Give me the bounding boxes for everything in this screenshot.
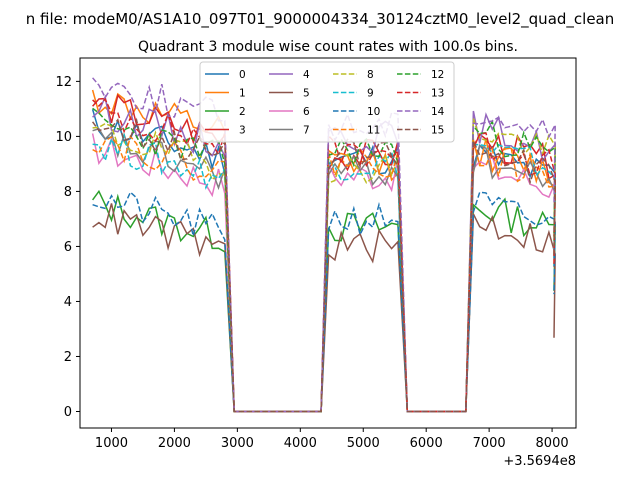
legend-label: 8 (367, 69, 374, 81)
y-tick-label: 4 (64, 295, 72, 310)
legend-label: 4 (303, 69, 310, 81)
legend-frame (199, 61, 455, 143)
chart-title: Quadrant 3 module wise count rates with … (138, 39, 518, 55)
x-tick-label: 1000 (95, 436, 128, 451)
y-tick-label: 10 (55, 130, 72, 145)
x-tick-label: 4000 (284, 436, 317, 451)
x-offset-label: +3.5694e8 (503, 454, 576, 469)
legend-label: 12 (431, 69, 444, 81)
x-tick-label: 8000 (536, 436, 569, 451)
legend-label: 0 (239, 69, 246, 81)
y-tick-label: 6 (64, 240, 72, 255)
legend-label: 9 (367, 88, 374, 100)
legend-label: 11 (367, 125, 380, 137)
ticks-layer: 1000 2000 3000 4000 5000 6000 7000 8000 0 2 4 6 8 10 1… (55, 75, 568, 451)
legend-label: 3 (239, 125, 246, 137)
legend-label: 2 (239, 106, 246, 118)
series-line-10 (92, 191, 556, 413)
y-tick-label: 0 (64, 405, 72, 420)
x-tick-label: 2000 (158, 436, 191, 451)
series-line-7 (92, 127, 556, 413)
x-tick-label: 7000 (473, 436, 506, 451)
x-tick-label: 6000 (410, 436, 443, 451)
axes-frame (79, 57, 577, 429)
x-tick-label: 3000 (221, 436, 254, 451)
y-tick-label: 2 (64, 350, 72, 365)
legend-label: 13 (431, 88, 444, 100)
y-tick-label: 8 (64, 185, 72, 200)
series-line-11 (92, 134, 556, 413)
legend-label: 10 (367, 106, 380, 118)
legend-label: 1 (239, 88, 246, 100)
series-line-2 (91, 189, 556, 413)
legend-label: 7 (303, 125, 310, 137)
y-tick-label: 12 (55, 75, 72, 90)
series-line-15 (91, 117, 556, 413)
series-line-6 (91, 133, 556, 413)
legend-label: 5 (303, 88, 310, 100)
series-line-12 (92, 107, 556, 413)
legend-label: 15 (431, 125, 444, 137)
legend-label: 6 (303, 106, 310, 118)
series-line-9 (92, 132, 556, 413)
series-line-13 (92, 97, 556, 413)
series-line-14 (92, 77, 556, 413)
series-line-5 (92, 203, 556, 413)
legend-label: 14 (431, 106, 445, 118)
series-line-0 (91, 109, 556, 413)
x-tick-label: 5000 (347, 436, 380, 451)
series-layer (91, 77, 556, 413)
figure-suptitle: n file: modeM0/AS1A10_097T01_9000004334_… (26, 10, 615, 29)
